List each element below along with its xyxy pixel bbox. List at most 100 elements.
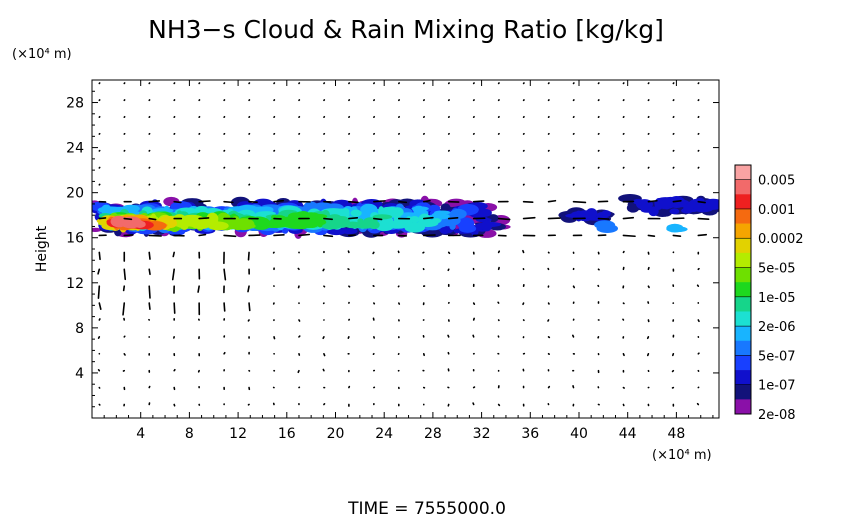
wind-vector xyxy=(197,285,200,293)
cloud-cell xyxy=(297,220,318,229)
wind-vector xyxy=(497,403,501,407)
colorbar-swatch xyxy=(735,223,751,239)
wind-vector xyxy=(522,216,536,220)
wind-vector xyxy=(298,233,311,237)
wind-vector xyxy=(646,336,650,340)
wind-vector xyxy=(472,334,475,338)
wind-vector xyxy=(547,217,561,220)
wind-vector xyxy=(273,199,284,203)
colorbar-swatch xyxy=(735,179,751,195)
wind-vector xyxy=(198,200,211,203)
colorbar-swatch xyxy=(735,326,751,342)
wind-vector xyxy=(522,249,525,254)
wind-vector xyxy=(298,335,301,338)
wind-vector xyxy=(173,302,176,314)
cloud-cell xyxy=(372,214,393,220)
wind-vector xyxy=(422,216,434,220)
cloud-cell xyxy=(311,213,328,219)
wind-vector xyxy=(572,200,587,204)
cloud-cell xyxy=(654,198,664,210)
wind-vector xyxy=(697,200,706,204)
wind-vector xyxy=(447,334,450,338)
wind-vector xyxy=(323,234,334,238)
wind-vector xyxy=(148,217,157,221)
x-tick-label: 44 xyxy=(619,426,637,442)
wind-vector xyxy=(123,335,126,338)
wind-vector xyxy=(422,199,431,203)
x-tick-label: 4 xyxy=(136,426,145,442)
colorbar-label: 1e-07 xyxy=(758,379,796,394)
wind-vector xyxy=(472,302,476,305)
wind-vector xyxy=(672,199,682,203)
plot-frame xyxy=(91,79,720,419)
wind-vector xyxy=(173,368,176,372)
wind-vector xyxy=(173,200,182,204)
colorbar-label: 2e-08 xyxy=(758,408,796,423)
cloud-cell xyxy=(626,203,640,213)
cloud-cell xyxy=(601,210,611,218)
cloud-cell xyxy=(585,213,594,219)
cloud-cell xyxy=(434,210,451,215)
y-tick-label: 24 xyxy=(66,141,84,157)
cloud-cell xyxy=(354,220,375,229)
wind-vector xyxy=(247,285,250,293)
cloud-cell xyxy=(666,226,688,233)
wind-vector xyxy=(322,268,325,272)
colorbar-label: 2e-06 xyxy=(758,320,796,335)
wind-vector xyxy=(622,216,635,220)
wind-vector xyxy=(622,234,636,238)
wind-vector xyxy=(322,336,325,340)
wind-vector xyxy=(98,302,102,311)
cloud-cell xyxy=(465,206,474,216)
x-tick-label: 28 xyxy=(424,426,442,442)
x-tick-label: 8 xyxy=(185,426,194,442)
colorbar-swatch xyxy=(735,208,751,224)
wind-vector xyxy=(622,352,625,357)
wind-vector xyxy=(572,285,576,289)
wind-vector xyxy=(646,352,650,357)
wind-vector xyxy=(123,234,134,237)
cloud-cell xyxy=(350,209,362,217)
cloud-cell xyxy=(206,212,219,225)
y-tick-label: 12 xyxy=(66,276,84,292)
wind-vector xyxy=(497,217,511,221)
wind-vector xyxy=(647,266,650,271)
wind-vector xyxy=(696,284,700,287)
x-tick-label: 48 xyxy=(667,426,685,442)
cloud-cell xyxy=(341,228,358,235)
y-axis-label: Height xyxy=(34,225,50,272)
colorbar-label: 0.001 xyxy=(758,203,795,218)
wind-vector xyxy=(696,402,700,406)
wind-vector xyxy=(373,200,386,203)
wind-vector-field xyxy=(97,82,710,407)
colorbar-swatch xyxy=(735,384,751,400)
colorbar-swatch xyxy=(735,296,751,312)
cloud-cell xyxy=(659,208,672,217)
y-tick-label: 28 xyxy=(66,96,84,112)
x-tick-label: 20 xyxy=(327,426,345,442)
wind-vector xyxy=(297,267,300,271)
wind-vector xyxy=(123,268,127,281)
colorbar-swatch xyxy=(735,311,751,327)
wind-vector xyxy=(171,268,175,281)
wind-vector xyxy=(273,234,285,237)
wind-vector xyxy=(97,285,101,299)
wind-vector xyxy=(248,302,251,312)
wind-vector xyxy=(298,319,301,322)
y-axis: 4 8 12 16 20 24 28 xyxy=(66,90,719,408)
wind-vector xyxy=(647,285,650,289)
cloud-cell xyxy=(316,217,324,228)
wind-vector xyxy=(697,267,700,271)
cloud-cell xyxy=(177,220,200,226)
wind-vector xyxy=(148,285,151,299)
cloud-cell xyxy=(418,213,431,226)
wind-vector xyxy=(172,251,175,258)
wind-vector xyxy=(198,217,210,220)
wind-vector xyxy=(97,268,101,275)
wind-vector xyxy=(123,217,133,221)
wind-vector xyxy=(198,233,207,237)
wind-vector xyxy=(697,217,710,220)
wind-vector xyxy=(647,234,656,237)
colorbar-swatch xyxy=(735,355,751,371)
